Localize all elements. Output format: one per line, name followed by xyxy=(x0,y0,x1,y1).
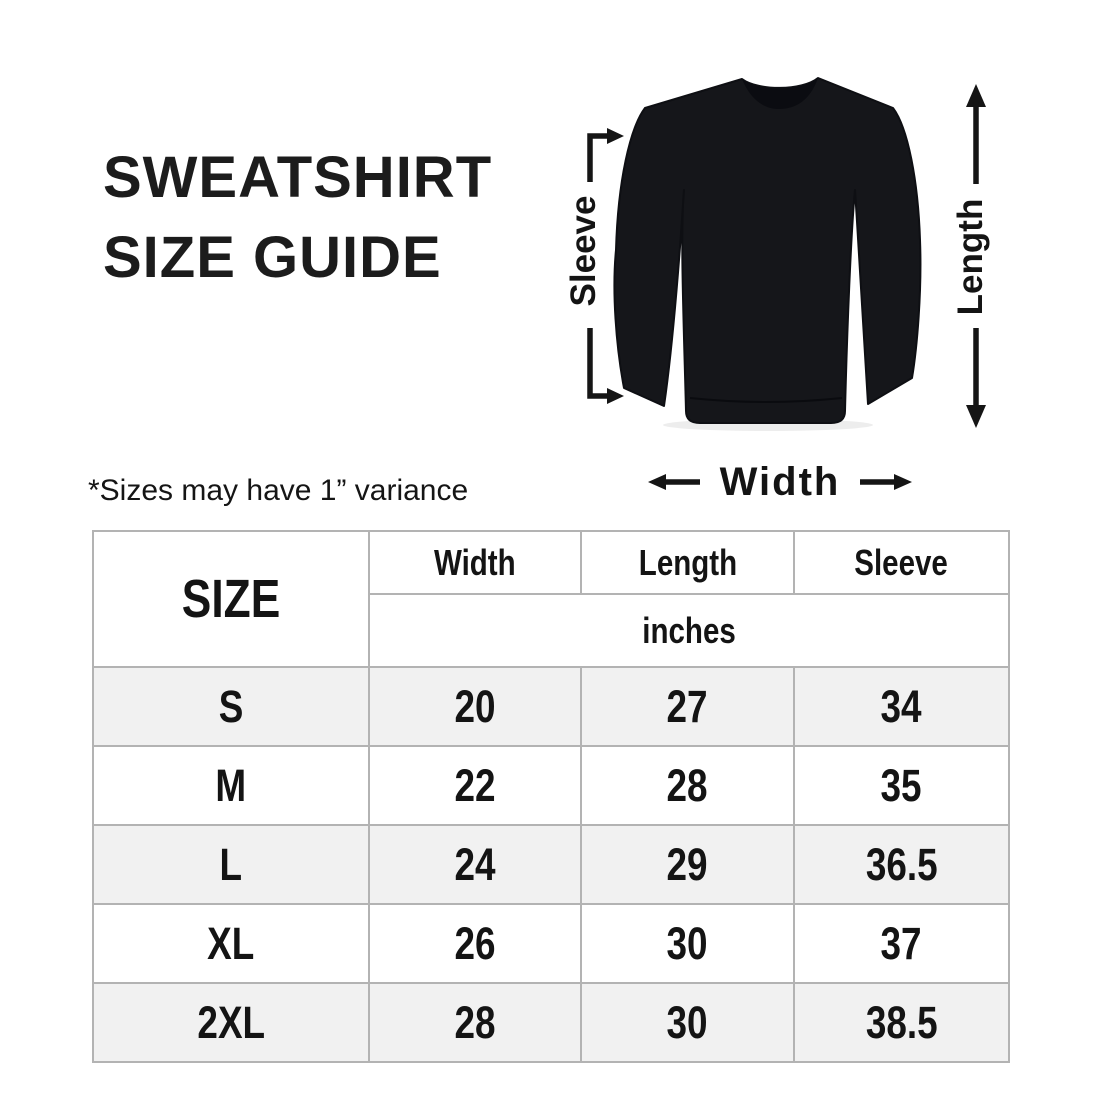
header-cell-sleeve: Sleeve xyxy=(793,530,1010,595)
width-cell: 24 xyxy=(368,824,582,905)
table-row-l: L 24 29 36.5 xyxy=(92,824,1010,905)
sleeve-axis-label: Sleeve xyxy=(564,195,603,307)
length-cell: 30 xyxy=(580,982,795,1063)
page-title-line-1: SWEATSHIRT xyxy=(103,145,493,210)
variance-note: *Sizes may have 1” variance xyxy=(88,474,469,507)
size-cell: 2XL xyxy=(92,982,370,1063)
size-cell: L xyxy=(92,824,370,905)
width-cell: 22 xyxy=(368,745,582,826)
width-right-arrow-icon xyxy=(860,474,913,490)
sweatshirt-image xyxy=(613,77,922,431)
size-cell: S xyxy=(92,666,370,747)
length-cell: 28 xyxy=(580,745,795,826)
length-cell: 29 xyxy=(580,824,795,905)
table-unit-row: inches xyxy=(93,593,1010,668)
header-cell-length: Length xyxy=(580,530,795,595)
length-double-arrow-icon xyxy=(966,84,986,428)
width-cell: 28 xyxy=(368,982,582,1063)
hem-seam xyxy=(689,397,843,403)
table-row-m: M 22 28 35 xyxy=(92,745,1010,826)
width-left-arrow-icon xyxy=(647,474,700,490)
sleeve-cell: 38.5 xyxy=(793,982,1010,1063)
sleeve-cell: 35 xyxy=(793,745,1010,826)
sleeve-cell: 36.5 xyxy=(793,824,1010,905)
table-row-xl: XL 26 30 37 xyxy=(92,903,1010,984)
size-table: SIZE Width Length Sleeve inches S xyxy=(92,530,1010,1063)
unit-cell: inches xyxy=(368,593,1010,668)
table-row-2xl: 2XL 28 30 38.5 xyxy=(92,982,1010,1063)
size-cell: XL xyxy=(92,903,370,984)
page-title-line-2: SIZE GUIDE xyxy=(103,225,442,290)
table-row-s: S 20 27 34 xyxy=(92,666,1010,747)
length-cell: 30 xyxy=(580,903,795,984)
width-cell: 20 xyxy=(368,666,582,747)
length-axis-label: Length xyxy=(951,198,990,316)
collar-opening xyxy=(742,78,818,109)
length-cell: 27 xyxy=(580,666,795,747)
size-cell: M xyxy=(92,745,370,826)
width-axis-label: Width xyxy=(719,459,841,504)
width-cell: 26 xyxy=(368,903,582,984)
sleeve-cell: 34 xyxy=(793,666,1010,747)
header-cell-width: Width xyxy=(368,530,582,595)
sleeve-cell: 37 xyxy=(793,903,1010,984)
sleeve-bracket-arrow-icon xyxy=(587,128,624,404)
table-header-row: SIZE Width Length Sleeve xyxy=(92,530,1010,668)
sweatshirt-silhouette xyxy=(613,77,922,424)
width-axis: Width xyxy=(630,458,930,506)
page-title: SWEATSHIRT SIZE GUIDE xyxy=(103,138,492,298)
header-cell-size: SIZE xyxy=(92,530,370,668)
